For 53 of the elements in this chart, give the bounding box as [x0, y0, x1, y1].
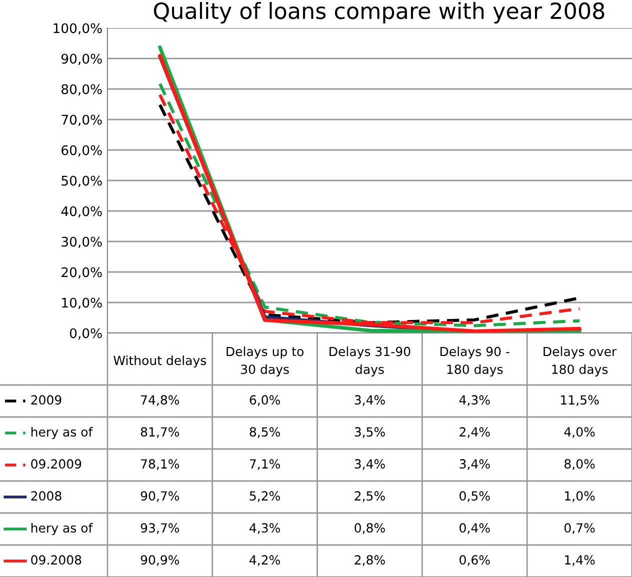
data-label: 90,7%: [140, 491, 180, 502]
y-tick-label: 40,0%: [61, 206, 102, 218]
data-label: 2,4%: [460, 427, 490, 438]
y-tick-label: 90,0%: [61, 54, 102, 66]
x-tick-label: Delays 90 - 180 days: [440, 346, 510, 376]
data-label: 4,3%: [459, 395, 490, 406]
legend-label: hery as of: [31, 522, 93, 536]
y-tick-label: 70,0%: [62, 114, 102, 126]
data-label: 93,7%: [140, 523, 180, 534]
data-label: 81,7%: [140, 427, 180, 438]
y-tick-label: 0,0%: [70, 328, 102, 340]
y-tick-label: 50,0%: [62, 176, 102, 188]
x-tick-label: Delays 31-90 days: [330, 346, 410, 376]
y-tick-label: 30,0%: [62, 236, 102, 248]
data-label: 2,5%: [354, 491, 385, 502]
data-label: 3,4%: [460, 459, 490, 470]
data-label: 74,8%: [141, 395, 180, 406]
data-label: 0,4%: [460, 523, 490, 534]
data-label: 78,1%: [141, 459, 180, 470]
data-label: 7,1%: [250, 459, 280, 470]
x-tick-label: Delays up to 30 days: [226, 346, 304, 376]
legend-label: hery as of: [31, 426, 93, 440]
legend-label: 09.2008: [31, 555, 82, 565]
data-label: 5,2%: [250, 491, 280, 502]
y-tick-label: 20,0%: [62, 267, 102, 279]
data-label: 4,0%: [564, 427, 595, 438]
data-label: 0,8%: [354, 523, 385, 534]
data-label: 4,2%: [250, 555, 280, 566]
y-tick-label: 10,0%: [62, 298, 102, 310]
data-label: 4,3%: [250, 523, 280, 534]
data-label: 3,4%: [354, 395, 385, 406]
data-label: 1,0%: [565, 491, 595, 502]
data-label: 3,5%: [354, 427, 385, 438]
data-label: 0,5%: [460, 491, 490, 502]
y-tick-label: 60,0%: [62, 145, 102, 157]
chart-title: Quality of loans compare with year 2008: [154, 2, 604, 24]
data-label: 11,5%: [561, 395, 599, 406]
legend-label: 2008: [31, 491, 62, 501]
data-label: 6,0%: [250, 395, 280, 406]
data-label: 0,7%: [564, 523, 595, 534]
data-label: 90,9%: [140, 555, 180, 566]
y-tick-label: 100,0%: [54, 23, 102, 35]
legend-label: 09.2009: [31, 459, 82, 469]
data-label: 8,5%: [250, 427, 280, 438]
x-tick-label: Without delays: [114, 355, 206, 368]
y-tick-label: 80,0%: [62, 84, 102, 96]
data-label: 3,4%: [354, 459, 385, 470]
data-label: 0,6%: [460, 555, 490, 566]
x-tick-label: Delays over 180 days: [544, 346, 617, 376]
data-label: 1,4%: [565, 555, 595, 566]
data-label: 8,0%: [564, 459, 595, 470]
legend-label: 2009: [31, 395, 62, 405]
data-label: 2,8%: [354, 555, 385, 566]
